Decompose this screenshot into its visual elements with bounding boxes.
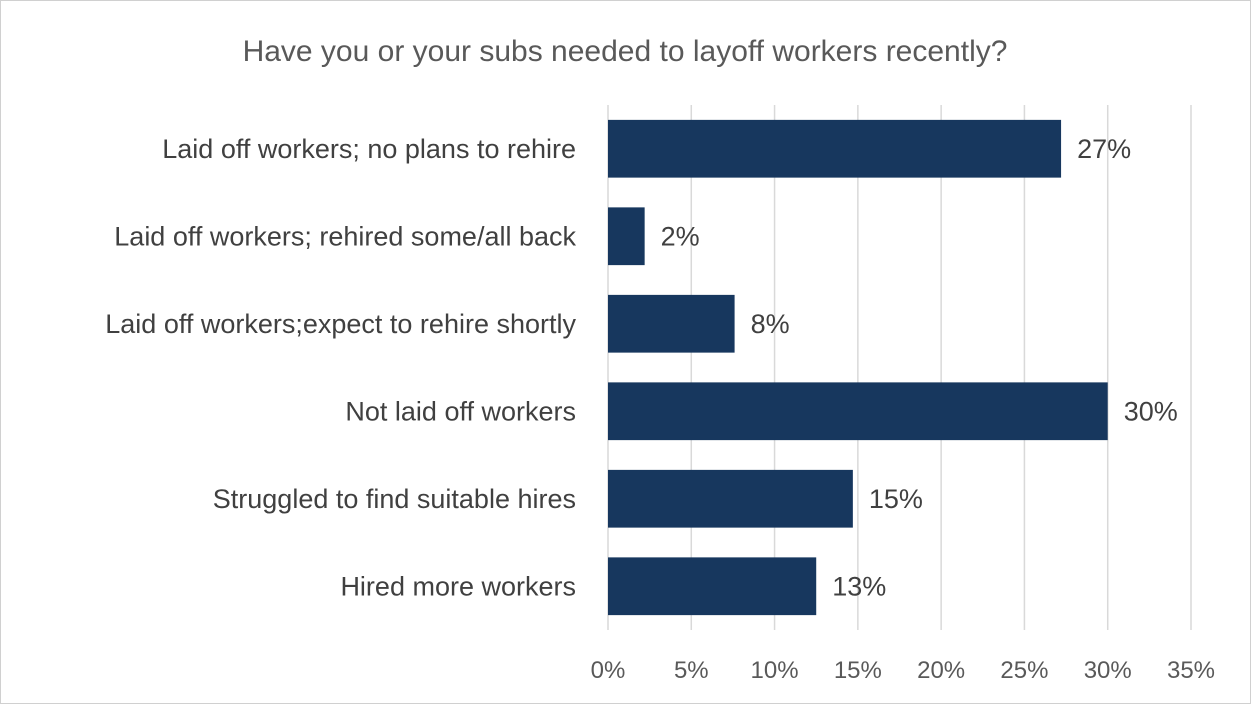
data-label: 27% xyxy=(1077,134,1131,164)
x-tick-label: 30% xyxy=(1084,657,1132,684)
x-tick-label: 5% xyxy=(674,657,709,684)
category-label: Laid off workers; no plans to rehire xyxy=(162,134,576,164)
gridlines xyxy=(607,105,1192,630)
data-label: 8% xyxy=(751,309,790,339)
x-tick-label: 0% xyxy=(591,657,626,684)
data-label: 15% xyxy=(869,484,923,514)
category-label: Laid off workers; rehired some/all back xyxy=(114,221,576,251)
x-tick-label: 20% xyxy=(917,657,965,684)
bar xyxy=(608,294,735,353)
category-label: Not laid off workers xyxy=(345,396,576,426)
labels: 0% 5% 10% 15% 20% 25% 30% 35% Laid off workers; … xyxy=(105,134,1215,684)
bar xyxy=(608,557,817,616)
category-label: Hired more workers xyxy=(340,571,576,601)
chart-title: Have you or your subs needed to layoff w… xyxy=(243,35,1008,68)
x-tick-label: 35% xyxy=(1167,657,1215,684)
x-tick-label: 15% xyxy=(834,657,882,684)
bars xyxy=(608,119,1108,616)
category-label: Laid off workers;expect to rehire shortl… xyxy=(105,309,576,339)
bar xyxy=(608,207,645,266)
x-tick-label: 10% xyxy=(751,657,799,684)
bar xyxy=(608,119,1062,178)
x-tick-label: 25% xyxy=(1000,657,1048,684)
category-label: Struggled to find suitable hires xyxy=(213,484,576,514)
data-label: 2% xyxy=(661,221,700,251)
data-label: 30% xyxy=(1124,396,1178,426)
bar xyxy=(608,382,1108,441)
data-label: 13% xyxy=(832,571,886,601)
bar xyxy=(608,469,853,528)
